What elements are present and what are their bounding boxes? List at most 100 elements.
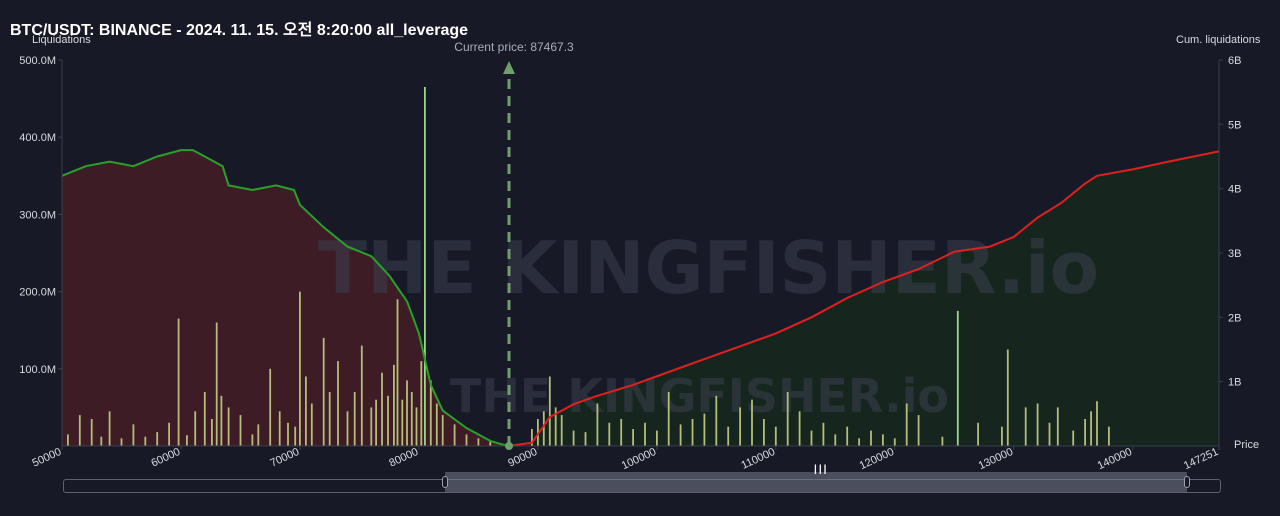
liquidation-bar xyxy=(870,430,872,446)
liquidation-bar xyxy=(346,411,349,446)
liquidation-bar xyxy=(410,392,413,446)
liquidation-bar xyxy=(620,419,623,446)
liquidation-bar xyxy=(1024,407,1027,446)
long-cumulative-area xyxy=(62,150,508,446)
liquidation-bar xyxy=(132,424,135,446)
liquidation-bar xyxy=(353,392,356,446)
liquidation-bar xyxy=(584,432,587,446)
right-tick-label: 6B xyxy=(1228,55,1241,67)
left-tick-label: 500.0M xyxy=(19,55,56,67)
liquidation-bar xyxy=(381,372,383,446)
liquidation-bar xyxy=(1084,419,1086,446)
liquidation-bar xyxy=(278,411,281,446)
liquidation-bar xyxy=(834,434,837,446)
right-tick-label: 1B xyxy=(1228,377,1241,389)
liquidation-bar xyxy=(194,411,197,446)
range-handle-right[interactable] xyxy=(1184,476,1190,488)
range-scrollbar-thumb[interactable]: ┃┃┃ xyxy=(442,466,1190,492)
current-price-marker: Current price: 87467.3 xyxy=(454,40,574,450)
liquidation-bar xyxy=(715,395,718,446)
right-tick-label: 3B xyxy=(1228,248,1241,260)
x-tick-label: 120000 xyxy=(858,446,896,472)
liquidation-bar xyxy=(477,438,480,446)
liquidation-bar xyxy=(727,426,730,446)
liquidation-bar xyxy=(435,403,438,446)
x-tick-label: 140000 xyxy=(1096,446,1134,472)
liquidation-bar xyxy=(393,364,395,446)
liquidation-bar xyxy=(67,434,69,446)
liquidation-bar xyxy=(644,422,646,446)
liquidation-bar xyxy=(108,411,111,446)
liquidation-bar xyxy=(1001,426,1003,446)
liquidation-bar xyxy=(846,426,849,446)
left-axis-title: Liquidations xyxy=(32,34,91,46)
liquidation-bar xyxy=(774,426,777,446)
x-tick-label: 100000 xyxy=(620,446,658,472)
liquidation-bar xyxy=(810,430,813,446)
liquidation-bar xyxy=(786,392,789,446)
x-tick-label: 60000 xyxy=(149,446,182,470)
liquidation-bar xyxy=(415,407,418,446)
liquidation-bar xyxy=(305,376,307,446)
x-tick-label: 110000 xyxy=(739,446,777,472)
liquidation-bar xyxy=(1096,401,1098,446)
liquidation-bar xyxy=(1072,430,1075,446)
liquidation-bar xyxy=(1108,426,1110,446)
liquidation-bar xyxy=(441,415,444,446)
liquidation-bar xyxy=(893,438,896,446)
liquidation-bar xyxy=(337,361,339,446)
liquidation-bar xyxy=(548,376,551,446)
liquidation-bar xyxy=(168,422,170,446)
liquidation-bars xyxy=(67,87,1110,446)
liquidation-bar xyxy=(328,392,331,446)
liquidation-bar xyxy=(656,430,658,446)
grip-icon: ┃┃┃ xyxy=(813,465,828,474)
liquidation-bar xyxy=(751,399,753,446)
liquidation-bar xyxy=(299,291,301,446)
liquidation-bar xyxy=(596,403,599,446)
liquidation-bar xyxy=(257,424,260,446)
range-scrollbar[interactable]: ┃┃┃ xyxy=(63,466,1221,493)
right-tick-label: 5B xyxy=(1228,119,1241,131)
watermark-text-small: THE KINGFISHER.io xyxy=(450,369,949,423)
liquidation-bar xyxy=(227,407,230,446)
liquidation-bar xyxy=(406,380,408,446)
x-tick-label: 70000 xyxy=(268,446,301,470)
liquidation-bar xyxy=(420,361,423,446)
liquidation-bar xyxy=(220,395,223,446)
liquidation-bar xyxy=(370,407,373,446)
right-tick-label: 2B xyxy=(1228,312,1241,324)
liquidation-bar xyxy=(287,422,289,446)
liquidation-bar xyxy=(917,415,920,446)
liquidation-bar xyxy=(554,407,557,446)
liquidation-bar xyxy=(882,434,884,446)
liquidation-bar xyxy=(120,438,123,446)
x-axis-title: Price xyxy=(1234,439,1259,451)
liquidation-bar xyxy=(667,392,670,446)
liquidation-bar xyxy=(560,415,563,446)
watermark: THE KINGFISHER.io THE KINGFISHER.io xyxy=(318,226,1099,423)
liquidation-bar xyxy=(100,436,103,446)
right-axis-title: Cum. liquidations xyxy=(1176,34,1261,46)
liquidation-bar xyxy=(542,411,545,446)
liquidation-bar xyxy=(424,87,426,446)
liquidation-bar xyxy=(941,436,944,446)
liquidation-bar xyxy=(90,419,93,446)
short-cumulative-area xyxy=(507,151,1219,446)
liquidation-bar xyxy=(608,422,611,446)
liquidation-bar xyxy=(78,415,81,446)
x-tick-label: 147251 xyxy=(1182,446,1220,472)
liquidation-bar xyxy=(269,368,272,446)
liquidation-bar xyxy=(703,413,706,446)
left-tick-label: 400.0M xyxy=(19,132,56,144)
liquidation-bar xyxy=(239,415,242,446)
liquidation-bar xyxy=(251,434,254,446)
cumulative-areas xyxy=(62,150,1219,446)
liquidation-bar xyxy=(294,426,297,446)
liquidation-bar xyxy=(387,395,389,446)
x-tick-label: 130000 xyxy=(977,446,1015,472)
liquidation-bar xyxy=(375,399,377,446)
liquidation-bar xyxy=(1048,422,1051,446)
range-handle-left[interactable] xyxy=(442,476,448,488)
liquidation-bar xyxy=(489,441,492,446)
